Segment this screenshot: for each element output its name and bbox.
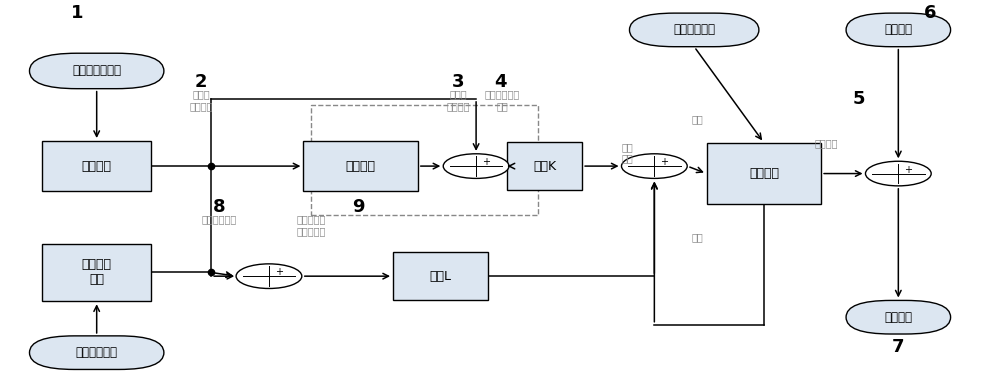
Circle shape [236,264,302,288]
Text: 查表: 查表 [691,232,703,242]
Text: 8: 8 [213,198,225,216]
Text: +: + [904,165,912,175]
FancyBboxPatch shape [707,143,821,204]
FancyBboxPatch shape [29,336,164,370]
Text: 轮端转速信号: 轮端转速信号 [76,346,118,359]
FancyBboxPatch shape [42,141,151,191]
Text: 转速转换
系数: 转速转换 系数 [82,258,112,287]
Text: 系数L: 系数L [429,270,451,283]
FancyBboxPatch shape [846,13,951,47]
Text: 查表: 查表 [691,114,703,124]
Text: 轮端电机端
转速差信号: 轮端电机端 转速差信号 [296,215,325,236]
Text: 二级滤波: 二级滤波 [346,160,376,172]
FancyBboxPatch shape [629,13,759,47]
Circle shape [621,154,687,179]
Text: 一级滤波: 一级滤波 [82,160,112,172]
Text: 9: 9 [352,198,365,216]
FancyBboxPatch shape [507,142,582,190]
Text: 电机转速信号: 电机转速信号 [202,215,237,225]
FancyBboxPatch shape [29,53,164,89]
Circle shape [443,154,509,179]
Text: 加速踏板信号: 加速踏板信号 [673,23,715,36]
FancyBboxPatch shape [42,244,151,301]
Text: 执行扭矩: 执行扭矩 [884,311,912,324]
Text: 3: 3 [452,73,464,91]
Text: 7: 7 [892,338,905,356]
FancyBboxPatch shape [846,301,951,334]
Text: +: + [275,268,283,277]
Text: +: + [660,157,668,168]
Text: 电机转速波动
信号: 电机转速波动 信号 [484,89,520,111]
Text: 6: 6 [924,4,936,22]
Text: 1: 1 [71,4,83,22]
Text: 需求扭矩: 需求扭矩 [884,23,912,36]
Text: 防抖
扭矩: 防抖 扭矩 [622,142,633,163]
Text: 电机端
转速信号: 电机端 转速信号 [446,89,470,111]
Circle shape [865,161,931,186]
Text: 电机端
转速信号: 电机端 转速信号 [190,89,213,111]
Text: 防抖扭矩: 防抖扭矩 [815,138,838,148]
FancyBboxPatch shape [393,252,488,301]
Text: 4: 4 [494,73,506,91]
Text: +: + [482,157,490,168]
FancyBboxPatch shape [303,141,418,191]
Text: 5: 5 [852,90,865,108]
Text: 系数K: 系数K [533,160,556,172]
Text: 2: 2 [195,73,208,91]
Text: 限幅模块: 限幅模块 [749,167,779,180]
Text: 电机端转速信号: 电机端转速信号 [72,64,121,77]
